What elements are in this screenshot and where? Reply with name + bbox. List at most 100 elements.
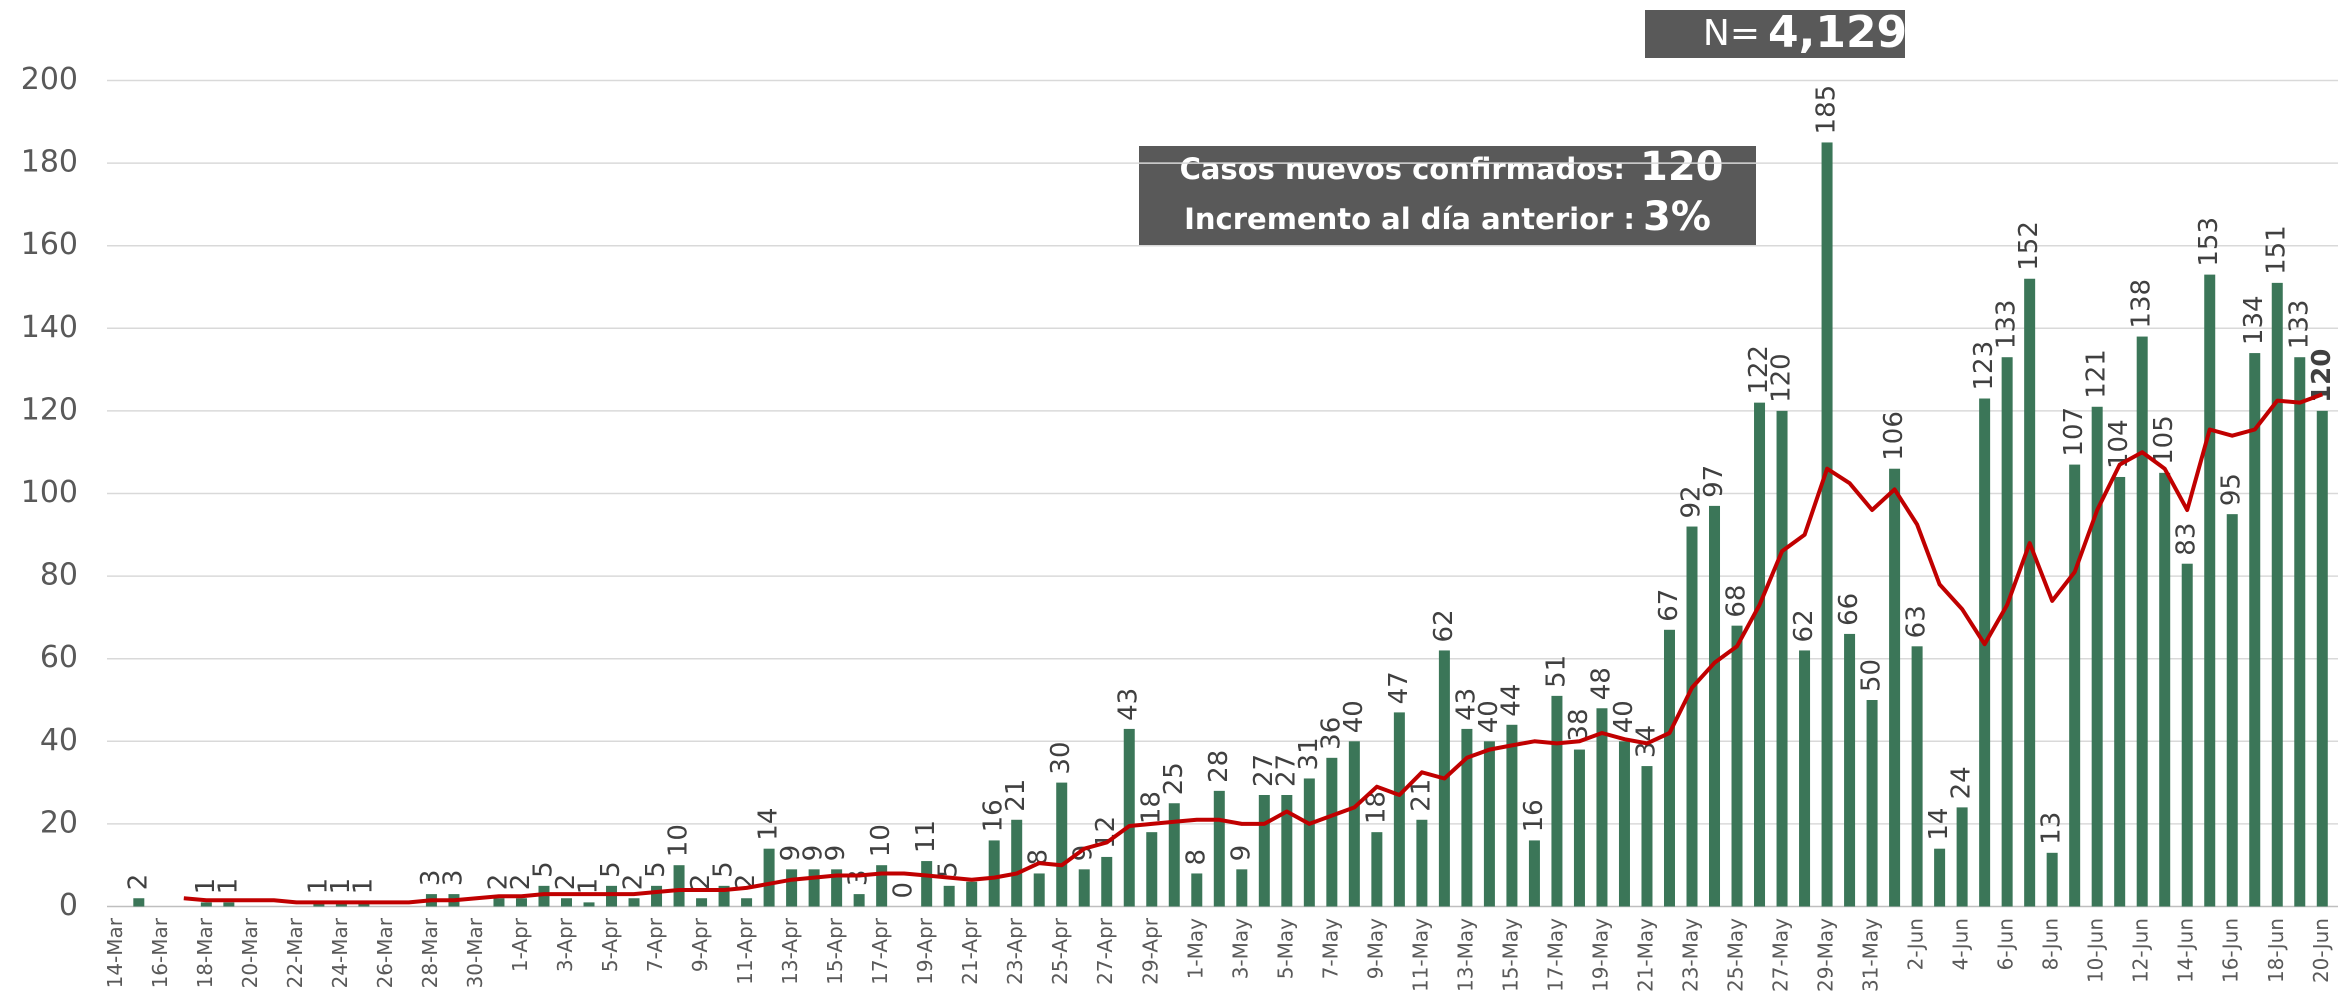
bar — [628, 898, 640, 907]
bar — [2159, 472, 2171, 907]
bar — [1956, 807, 1968, 907]
value-label: 1 — [191, 878, 221, 895]
bar — [1213, 790, 1225, 907]
value-label: 24 — [1947, 766, 1977, 799]
x-tick-label: 23-Apr — [1003, 917, 1027, 985]
bar — [1731, 625, 1743, 907]
bar — [2271, 282, 2283, 907]
bar — [1799, 650, 1811, 907]
bar — [2046, 852, 2058, 907]
value-label: 9 — [1226, 845, 1256, 862]
x-tick-label: 13-Apr — [778, 917, 802, 985]
value-label: 5 — [934, 861, 964, 878]
y-tick-label: 40 — [40, 723, 78, 758]
bar — [786, 869, 798, 907]
bar — [1371, 832, 1383, 907]
value-label: 68 — [1722, 585, 1752, 618]
x-tick-label: 18-Mar — [193, 917, 217, 988]
x-tick-label: 27-May — [1769, 918, 1793, 992]
x-tick-label: 25-May — [1724, 918, 1748, 992]
value-label: 28 — [1204, 750, 1234, 783]
value-label: 107 — [2059, 407, 2089, 457]
y-tick-label: 180 — [21, 145, 78, 180]
bar — [1326, 757, 1338, 907]
bar — [1056, 782, 1068, 907]
value-label: 106 — [1879, 411, 1909, 461]
x-tick-label: 3-Apr — [553, 917, 577, 972]
x-tick-label: 28-Mar — [418, 917, 442, 988]
value-label: 18 — [1136, 791, 1166, 824]
value-label: 8 — [1181, 849, 1211, 866]
bar — [2069, 464, 2081, 907]
value-label: 3 — [416, 870, 446, 887]
x-tick-label: 20-Jun — [2309, 918, 2333, 983]
value-label: 16 — [1519, 799, 1549, 832]
bar — [1663, 629, 1675, 907]
bar — [1146, 832, 1158, 907]
value-label: 105 — [2149, 415, 2179, 465]
bar — [358, 902, 370, 907]
y-tick-label: 0 — [59, 888, 78, 923]
value-label: 185 — [1812, 85, 1842, 135]
bar — [133, 898, 145, 907]
bar — [921, 861, 933, 907]
value-label: 10 — [664, 824, 694, 857]
value-label: 2 — [551, 874, 581, 891]
bar — [2181, 563, 2193, 907]
value-label: 50 — [1857, 659, 1887, 692]
x-tick-label: 9-Apr — [688, 917, 712, 972]
y-tick-label: 100 — [21, 475, 78, 510]
value-label: 123 — [1969, 341, 1999, 391]
y-tick-label: 60 — [40, 640, 78, 675]
bar — [943, 885, 955, 907]
value-label: 13 — [2037, 812, 2067, 845]
total-box — [1645, 10, 1905, 58]
bar — [876, 865, 888, 907]
bar — [1506, 724, 1518, 907]
bar — [1844, 633, 1856, 907]
bar — [223, 902, 235, 907]
value-label: 21 — [1001, 779, 1031, 812]
bar — [808, 869, 820, 907]
value-label: 2 — [619, 874, 649, 891]
bar — [673, 865, 685, 907]
bar — [1461, 728, 1473, 907]
value-label: 8 — [1024, 849, 1054, 866]
value-label: 1 — [326, 878, 356, 895]
bar — [1551, 695, 1563, 907]
x-tick-label: 19-Apr — [913, 917, 937, 985]
x-tick-label: 26-Mar — [373, 917, 397, 988]
value-label: 134 — [2239, 295, 2269, 345]
bar — [1258, 794, 1270, 907]
bar — [741, 898, 753, 907]
x-tick-label: 4-Jun — [1949, 918, 1973, 970]
value-label: 51 — [1541, 655, 1571, 688]
x-tick-label: 7-Apr — [643, 917, 667, 972]
value-label: 67 — [1654, 589, 1684, 622]
bar — [2204, 274, 2216, 907]
x-tick-label: 16-Jun — [2219, 918, 2243, 983]
value-label: 30 — [1046, 742, 1076, 775]
bar — [1709, 505, 1721, 907]
bar — [2001, 357, 2013, 907]
x-tick-label: 14-Jun — [2174, 918, 2198, 983]
value-label: 9 — [821, 845, 851, 862]
x-tick-label: 14-Mar — [103, 917, 127, 988]
value-label: 104 — [2104, 419, 2134, 469]
value-label: 3 — [438, 870, 468, 887]
value-label: 5 — [709, 861, 739, 878]
value-label: 3 — [844, 870, 874, 887]
value-label: 92 — [1677, 485, 1707, 518]
x-tick-label: 31-May — [1859, 918, 1883, 992]
value-label: 1 — [213, 878, 243, 895]
bar — [1821, 142, 1833, 907]
bar — [1754, 402, 1766, 907]
value-label: 10 — [866, 824, 896, 857]
trend-line — [183, 392, 2323, 905]
value-label: 62 — [1429, 609, 1459, 642]
x-tick-label: 11-May — [1408, 918, 1432, 992]
value-label: 66 — [1834, 593, 1864, 626]
bar — [831, 869, 843, 907]
bar — [1776, 410, 1788, 907]
x-tick-label: 30-Mar — [463, 917, 487, 988]
